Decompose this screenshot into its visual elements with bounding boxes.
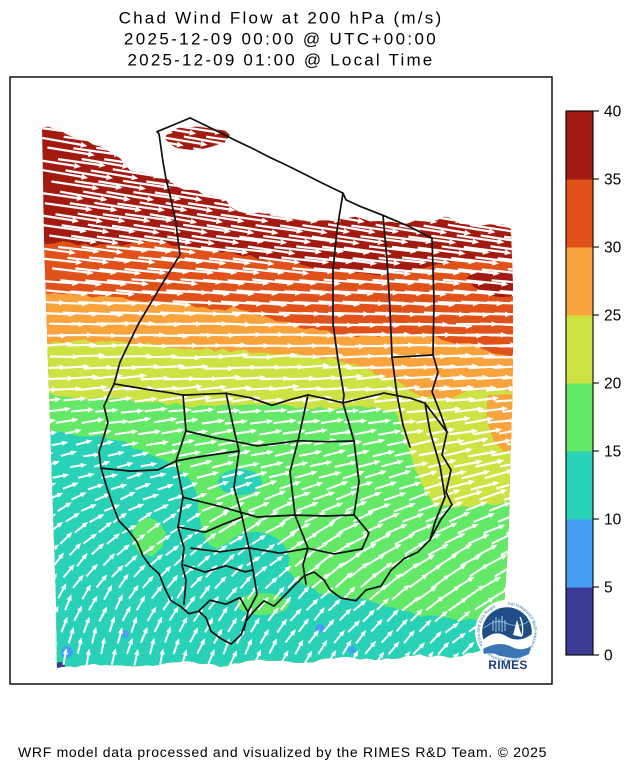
svg-text:20: 20 (604, 376, 622, 393)
svg-text:35: 35 (604, 172, 621, 189)
svg-text:25: 25 (604, 308, 621, 325)
svg-text:Chad Wind Flow at 200 hPa (m/s: Chad Wind Flow at 200 hPa (m/s) (119, 9, 444, 28)
svg-text:15: 15 (604, 444, 621, 461)
svg-text:30: 30 (604, 240, 622, 257)
svg-text:0: 0 (604, 648, 613, 665)
svg-text:10: 10 (604, 512, 622, 529)
svg-text:5: 5 (604, 580, 613, 597)
svg-text:40: 40 (604, 104, 622, 121)
svg-text:2025-12-09 00:00 @ UTC+00:00: 2025-12-09 00:00 @ UTC+00:00 (124, 30, 438, 49)
svg-text:RIMES: RIMES (488, 658, 528, 672)
svg-text:2025-12-09 01:00 @ Local Time: 2025-12-09 01:00 @ Local Time (128, 51, 435, 70)
svg-text:WRF model data processed and v: WRF model data processed and visualized … (18, 744, 547, 760)
